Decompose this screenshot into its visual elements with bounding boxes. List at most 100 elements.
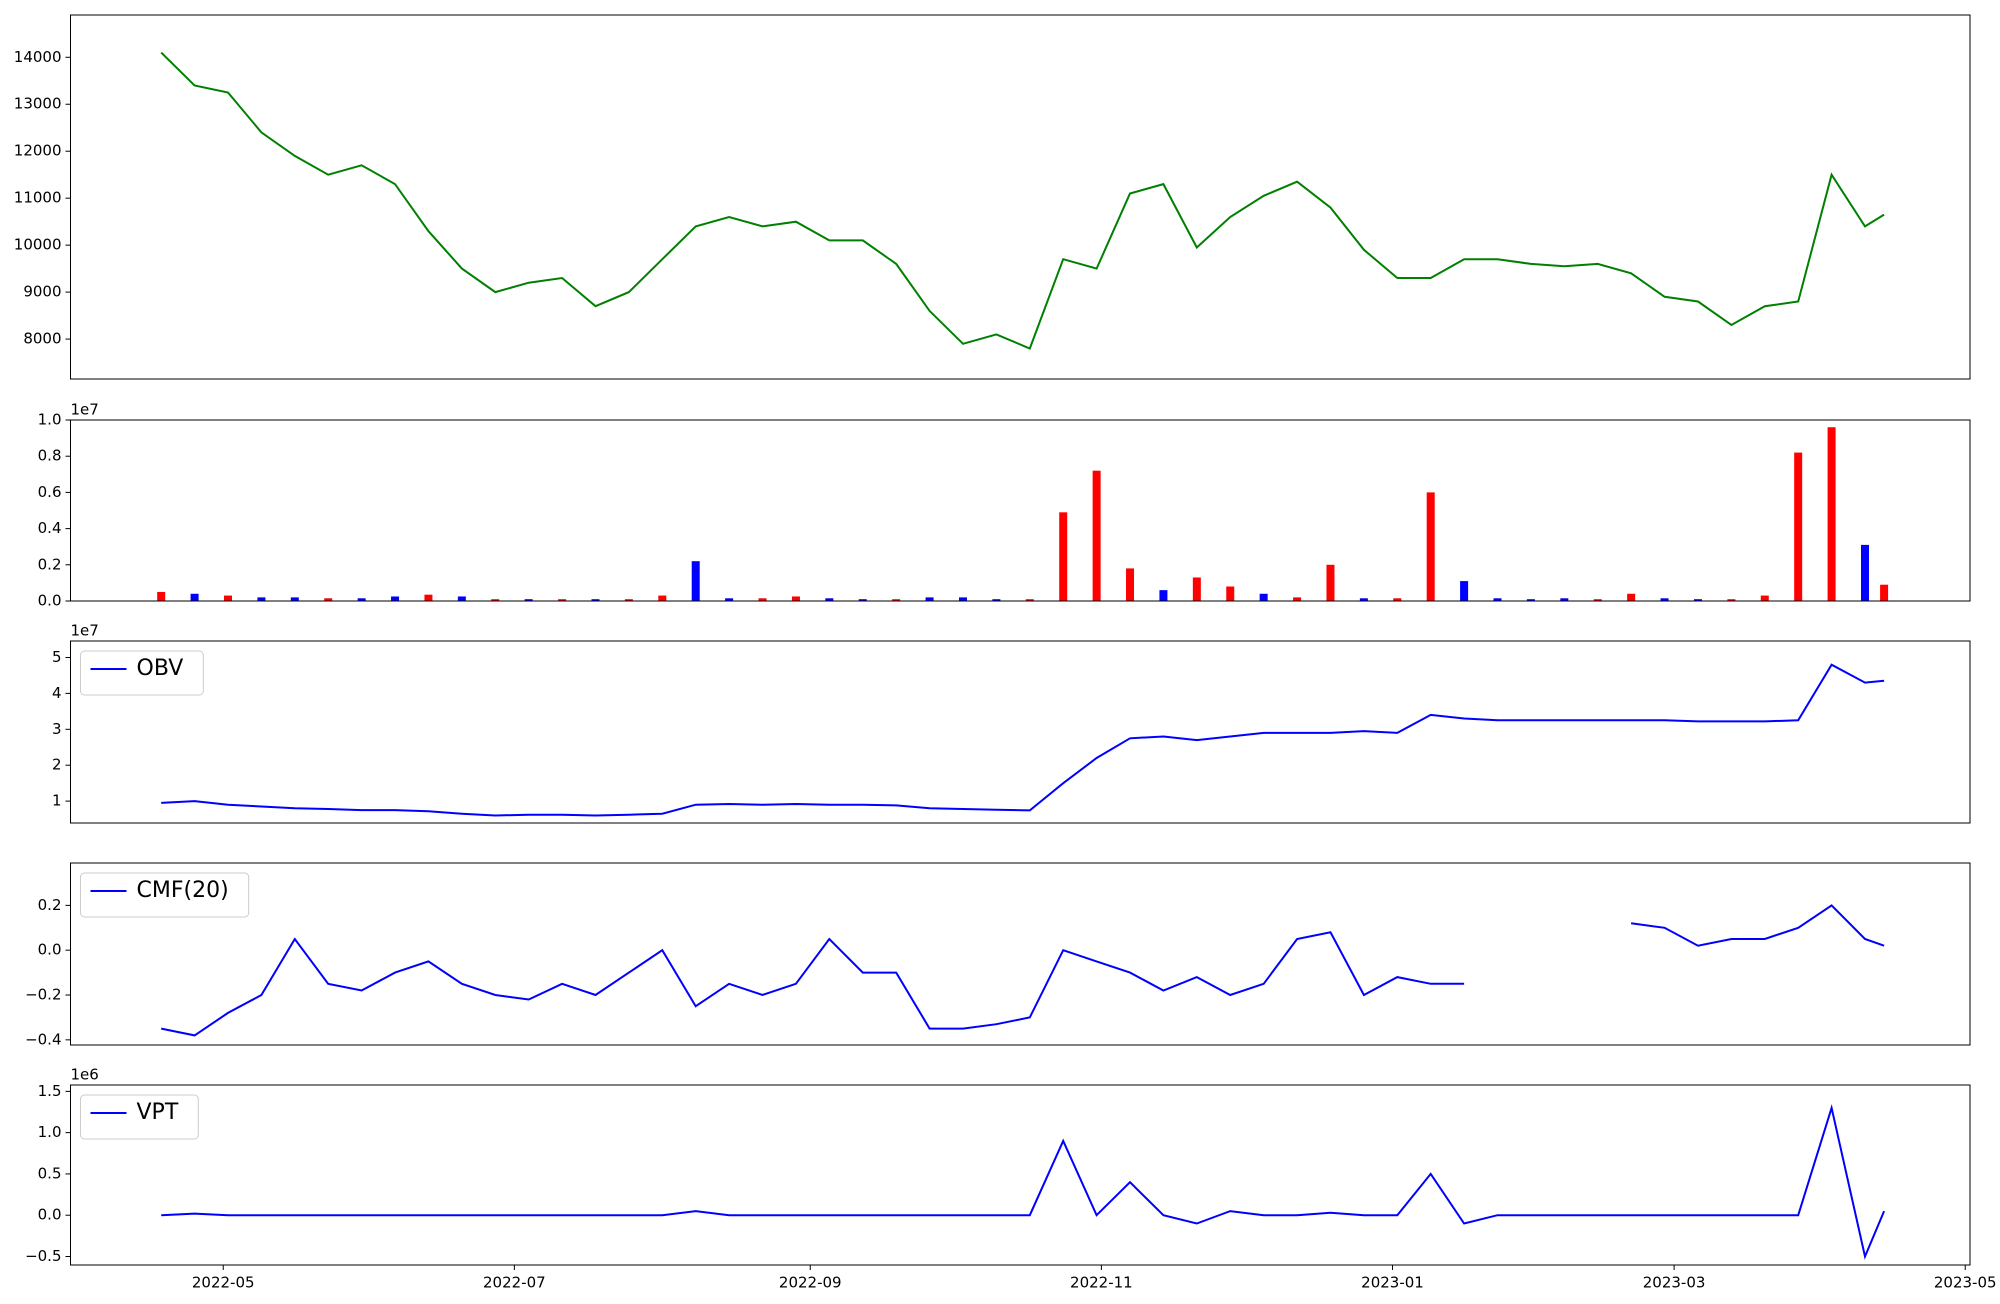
bar bbox=[1827, 427, 1836, 601]
bar bbox=[324, 598, 333, 601]
legend-label: VPT bbox=[137, 1100, 179, 1125]
axes-frame bbox=[70, 419, 1971, 602]
bar bbox=[758, 598, 767, 601]
bar bbox=[524, 599, 533, 601]
bar bbox=[858, 599, 867, 601]
bar bbox=[691, 561, 700, 601]
y-tick-label: 14000 bbox=[14, 48, 62, 66]
bar bbox=[725, 598, 734, 601]
bar bbox=[591, 599, 600, 601]
bar bbox=[357, 598, 366, 601]
y-tick-label: 4 bbox=[52, 684, 62, 702]
bar bbox=[1126, 568, 1135, 601]
bar bbox=[1460, 581, 1469, 601]
y-tick-label: 10000 bbox=[14, 236, 62, 254]
bar bbox=[1426, 492, 1435, 601]
line-series bbox=[161, 931, 1465, 1037]
y-tick-label: 8000 bbox=[23, 330, 61, 348]
x-tick-label: 2022-07 bbox=[483, 1274, 546, 1292]
bar bbox=[1025, 599, 1034, 601]
bar bbox=[1593, 599, 1602, 601]
y-tick-label: 0.2 bbox=[38, 896, 62, 914]
axes-frame bbox=[70, 640, 1971, 824]
x-tick-label: 2022-09 bbox=[779, 1274, 842, 1292]
y-tick-label: 0.6 bbox=[38, 483, 62, 501]
bar bbox=[658, 595, 667, 601]
line-series bbox=[160, 51, 1885, 350]
bar bbox=[1861, 544, 1870, 601]
bar bbox=[391, 596, 400, 601]
bar bbox=[1660, 598, 1669, 601]
bar bbox=[1760, 595, 1769, 601]
y-tick-label: 1.5 bbox=[38, 1082, 62, 1100]
y-tick-label: 0.2 bbox=[38, 555, 62, 573]
bar bbox=[1627, 593, 1636, 601]
bar bbox=[958, 597, 967, 601]
bar bbox=[491, 599, 500, 601]
legend-label: OBV bbox=[137, 656, 184, 681]
y-tick-label: −0.5 bbox=[25, 1247, 61, 1265]
y-tick-label: 0.8 bbox=[38, 447, 62, 465]
line-series bbox=[1630, 904, 1885, 947]
line-series bbox=[161, 1104, 1886, 1260]
bar bbox=[1393, 598, 1402, 601]
bar bbox=[157, 591, 166, 601]
bar bbox=[1526, 599, 1535, 601]
y-tick-label: −0.4 bbox=[25, 1030, 61, 1048]
legend bbox=[80, 872, 250, 918]
y-tick-label: −0.2 bbox=[25, 986, 61, 1004]
y-tick-label: 12000 bbox=[14, 142, 62, 160]
y-tick-label: 2 bbox=[52, 756, 62, 774]
y-tick-label: 9000 bbox=[23, 283, 61, 301]
bar bbox=[1727, 599, 1736, 601]
offset-label: 1e6 bbox=[71, 1066, 99, 1084]
y-tick-label: 5 bbox=[52, 648, 62, 666]
y-tick-label: 11000 bbox=[14, 189, 62, 207]
bar bbox=[1493, 598, 1502, 601]
bar bbox=[1560, 598, 1569, 601]
bar bbox=[290, 597, 299, 601]
bar bbox=[1092, 470, 1101, 601]
bar bbox=[624, 599, 633, 601]
y-tick-label: 0.4 bbox=[38, 519, 62, 537]
y-tick-label: 13000 bbox=[14, 95, 62, 113]
y-tick-label: 0.0 bbox=[38, 592, 62, 610]
axes-frame bbox=[70, 1084, 1971, 1266]
bar bbox=[1326, 564, 1335, 601]
y-tick-label: 1.0 bbox=[38, 411, 62, 429]
bar bbox=[1293, 597, 1302, 601]
bar bbox=[1192, 577, 1201, 601]
x-tick-label: 2023-03 bbox=[1643, 1274, 1706, 1292]
legend bbox=[80, 650, 204, 696]
x-tick-label: 2023-05 bbox=[1934, 1274, 1997, 1292]
x-tick-label: 2022-11 bbox=[1070, 1274, 1133, 1292]
bar bbox=[1059, 512, 1068, 601]
bar bbox=[825, 598, 834, 601]
bar bbox=[1880, 584, 1889, 601]
x-tick-label: 2023-01 bbox=[1361, 1274, 1424, 1292]
x-tick-label: 2022-05 bbox=[192, 1274, 255, 1292]
offset-label: 1e7 bbox=[71, 401, 99, 419]
y-tick-label: 1.0 bbox=[38, 1123, 62, 1141]
bar bbox=[257, 597, 266, 601]
axes-frame bbox=[70, 862, 1971, 1046]
bar bbox=[892, 599, 901, 601]
bar bbox=[1226, 586, 1235, 601]
bar bbox=[1693, 599, 1702, 601]
y-tick-label: 0.0 bbox=[38, 1206, 62, 1224]
y-tick-label: 0.0 bbox=[38, 941, 62, 959]
bar bbox=[1259, 593, 1268, 601]
bar bbox=[992, 599, 1001, 601]
y-tick-label: 1 bbox=[52, 792, 62, 810]
bar bbox=[457, 596, 466, 601]
bar bbox=[1794, 452, 1803, 601]
axes-frame bbox=[70, 14, 1971, 380]
bar bbox=[424, 594, 433, 601]
bar bbox=[791, 596, 800, 601]
line-series bbox=[161, 663, 1885, 817]
legend bbox=[80, 1094, 199, 1140]
y-tick-label: 0.5 bbox=[38, 1164, 62, 1182]
bar bbox=[925, 597, 934, 601]
